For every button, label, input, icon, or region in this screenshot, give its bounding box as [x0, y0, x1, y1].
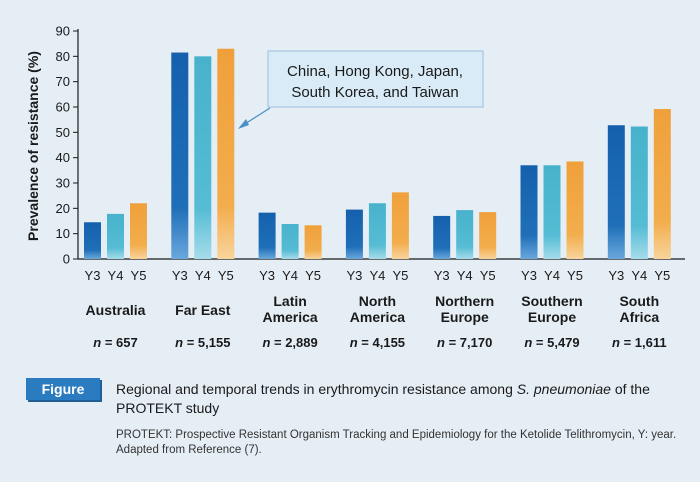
year-label: Y3	[172, 268, 188, 283]
bar-series	[84, 48, 671, 260]
year-label: Y3	[346, 268, 362, 283]
year-label: Y4	[108, 268, 124, 283]
year-label: Y4	[369, 268, 385, 283]
bar	[630, 126, 648, 259]
bar-chart: Prevalence of resistance (%) 0 10 20 30 40 50…	[25, 24, 685, 350]
callout-line-2: South Korea, and Taiwan	[291, 84, 458, 101]
bar	[433, 215, 451, 259]
bar	[217, 48, 235, 259]
x-axis-labels: Y3 Y4 Y5 Australia n = 657 Y3 Y4 Y5 Far East n = …	[85, 268, 671, 350]
y-tick-label: 20	[56, 201, 70, 216]
bar	[479, 212, 497, 259]
bar	[84, 222, 101, 259]
region-label: North	[359, 293, 396, 309]
caption-species: S. pneumoniae	[516, 381, 611, 397]
caption-note: PROTEKT: Prospective Resistant Organism …	[116, 429, 677, 456]
callout-box	[267, 50, 484, 108]
region-label: South	[619, 293, 659, 309]
bar	[107, 213, 124, 259]
bar	[171, 52, 189, 260]
year-label: Y5	[567, 268, 583, 283]
bar	[653, 109, 671, 259]
year-label: Y4	[195, 268, 211, 283]
sample-size-label: n = 1,611	[612, 335, 667, 350]
region-label: Europe	[528, 309, 576, 325]
year-label: Y4	[631, 268, 647, 283]
bar	[130, 203, 147, 259]
bar	[566, 161, 584, 259]
y-tick-label: 50	[56, 125, 70, 140]
bar	[345, 209, 363, 259]
year-label: Y5	[480, 268, 496, 283]
year-label: Y3	[608, 268, 624, 283]
region-label: Australia	[86, 302, 146, 318]
year-label: Y5	[305, 268, 321, 283]
bar	[258, 212, 276, 259]
year-label: Y3	[434, 268, 450, 283]
caption-text-after: of the PROTEKT study	[116, 381, 650, 416]
region-label: Europe	[441, 309, 489, 325]
callout-line-1: China, Hong Kong, Japan,	[287, 63, 463, 80]
year-label: Y5	[131, 268, 147, 283]
callout-arrowhead	[238, 119, 249, 129]
year-label: Y4	[544, 268, 560, 283]
caption-text-before: Regional and temporal trends in erythrom…	[116, 381, 517, 397]
caption-title: Regional and temporal trends in erythrom…	[116, 380, 686, 418]
bar	[607, 125, 625, 260]
region-label: America	[350, 309, 405, 325]
y-tick-label: 0	[63, 252, 70, 267]
sample-size-label: n = 5,479	[524, 335, 579, 350]
year-label: Y4	[457, 268, 473, 283]
bar	[543, 165, 561, 259]
year-label: Y3	[259, 268, 275, 283]
bar	[368, 203, 386, 259]
year-label: Y3	[521, 268, 537, 283]
region-label: America	[262, 309, 317, 325]
bar	[281, 224, 299, 259]
bar	[456, 210, 474, 259]
y-tick-label: 10	[56, 226, 70, 241]
y-tick-label: 90	[56, 24, 70, 39]
y-tick-label: 40	[56, 150, 70, 165]
callout: China, Hong Kong, Japan, South Korea, an…	[238, 50, 484, 129]
figure-badge: Figure	[26, 378, 100, 400]
region-label: Africa	[619, 309, 659, 325]
region-label: Far East	[175, 302, 231, 318]
sample-size-label: n = 4,155	[350, 335, 405, 350]
y-tick-label: 60	[56, 100, 70, 115]
y-tick-label: 80	[56, 49, 70, 64]
y-tick-label: 70	[56, 74, 70, 89]
year-label: Y5	[654, 268, 670, 283]
year-label: Y3	[85, 268, 101, 283]
bar	[520, 165, 538, 259]
year-label: Y5	[218, 268, 234, 283]
bar	[304, 225, 322, 259]
sample-size-label: n = 2,889	[262, 335, 317, 350]
region-label: Southern	[521, 293, 582, 309]
sample-size-label: n = 5,155	[175, 335, 230, 350]
y-tick-label: 30	[56, 176, 70, 191]
sample-size-label: n = 7,170	[437, 335, 492, 350]
y-axis-title: Prevalence of resistance (%)	[25, 51, 41, 241]
year-label: Y4	[282, 268, 298, 283]
bar	[194, 56, 212, 260]
region-label: Latin	[273, 293, 306, 309]
bar	[391, 192, 409, 259]
year-label: Y5	[392, 268, 408, 283]
sample-size-label: n = 657	[93, 335, 137, 350]
region-label: Northern	[435, 293, 494, 309]
